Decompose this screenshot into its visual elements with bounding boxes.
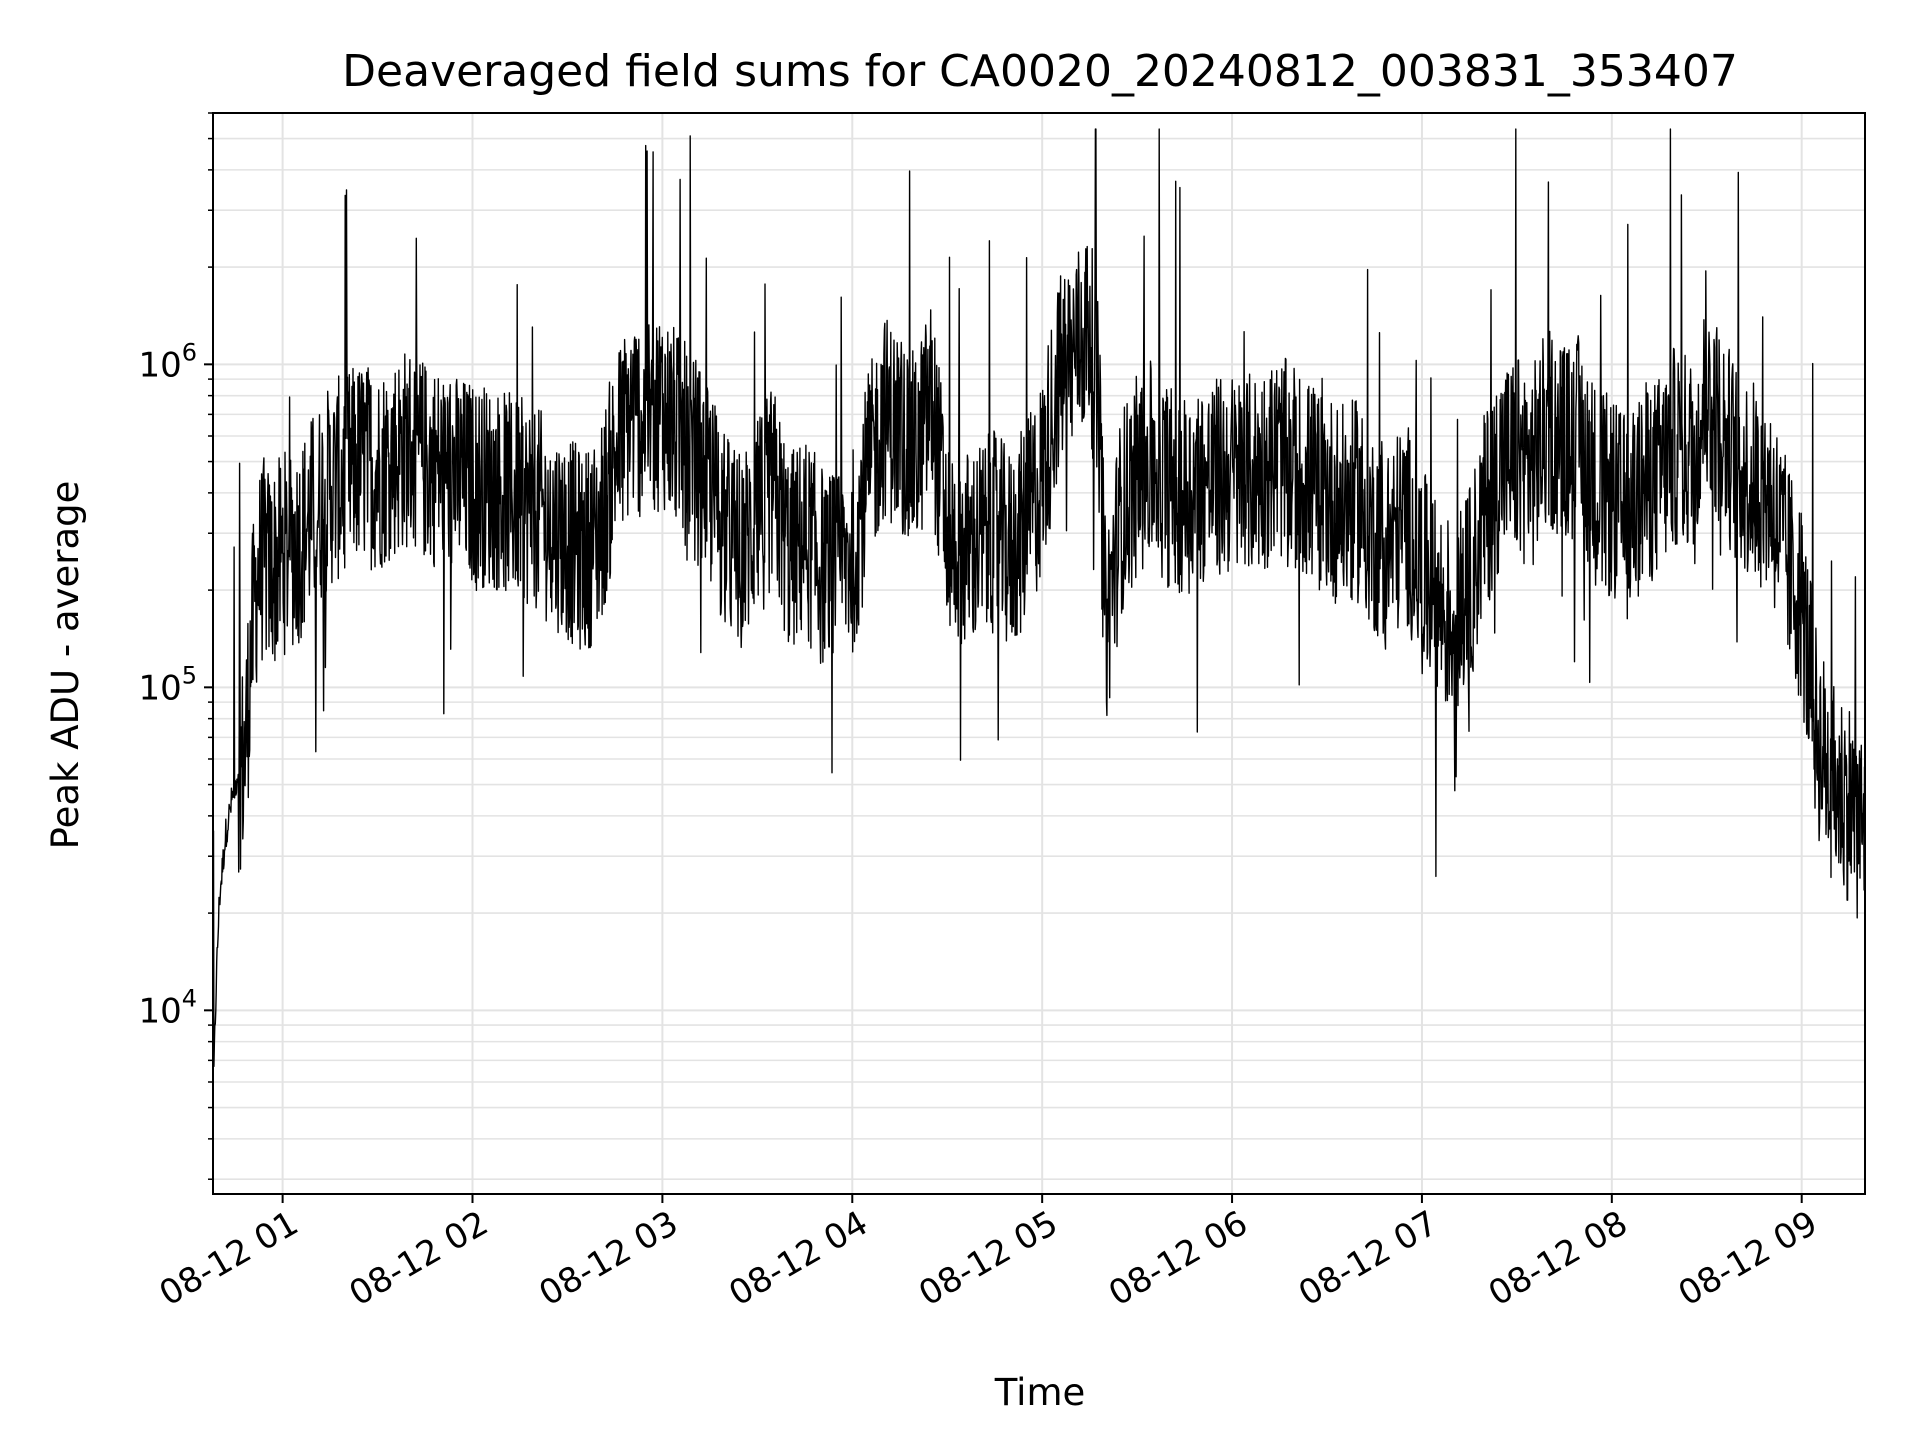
series-line xyxy=(212,128,1866,1103)
x-tick-label: 08-12 07 xyxy=(1292,1203,1444,1314)
x-tick-label: 08-12 06 xyxy=(1102,1203,1254,1314)
y-tick-label: 106 xyxy=(138,338,197,385)
x-axis-label: Time xyxy=(994,1371,1086,1414)
x-tick-label: 08-12 03 xyxy=(533,1203,685,1314)
x-axis: 08-12 01 08-12 02 08-12 03 08-12 04 08-12 05… xyxy=(153,1194,1824,1314)
y-axis: 104 105 106 xyxy=(138,112,213,1180)
y-axis-label: Peak ADU - average xyxy=(44,481,87,850)
x-tick-label: 08-12 08 xyxy=(1482,1203,1634,1314)
plot-frame xyxy=(212,112,1866,1195)
x-tick-label: 08-12 04 xyxy=(722,1203,874,1314)
x-tick-label: 08-12 09 xyxy=(1672,1203,1824,1314)
x-tick-label: 08-12 05 xyxy=(912,1203,1064,1314)
chart-title: Deaveraged field sums for CA0020_2024081… xyxy=(342,46,1738,97)
y-tick-label: 105 xyxy=(138,661,197,708)
y-tick-label: 104 xyxy=(138,984,197,1031)
x-tick-label: 08-12 01 xyxy=(153,1203,305,1314)
x-tick-label: 08-12 02 xyxy=(343,1203,495,1314)
grid-lines xyxy=(213,112,1865,1194)
